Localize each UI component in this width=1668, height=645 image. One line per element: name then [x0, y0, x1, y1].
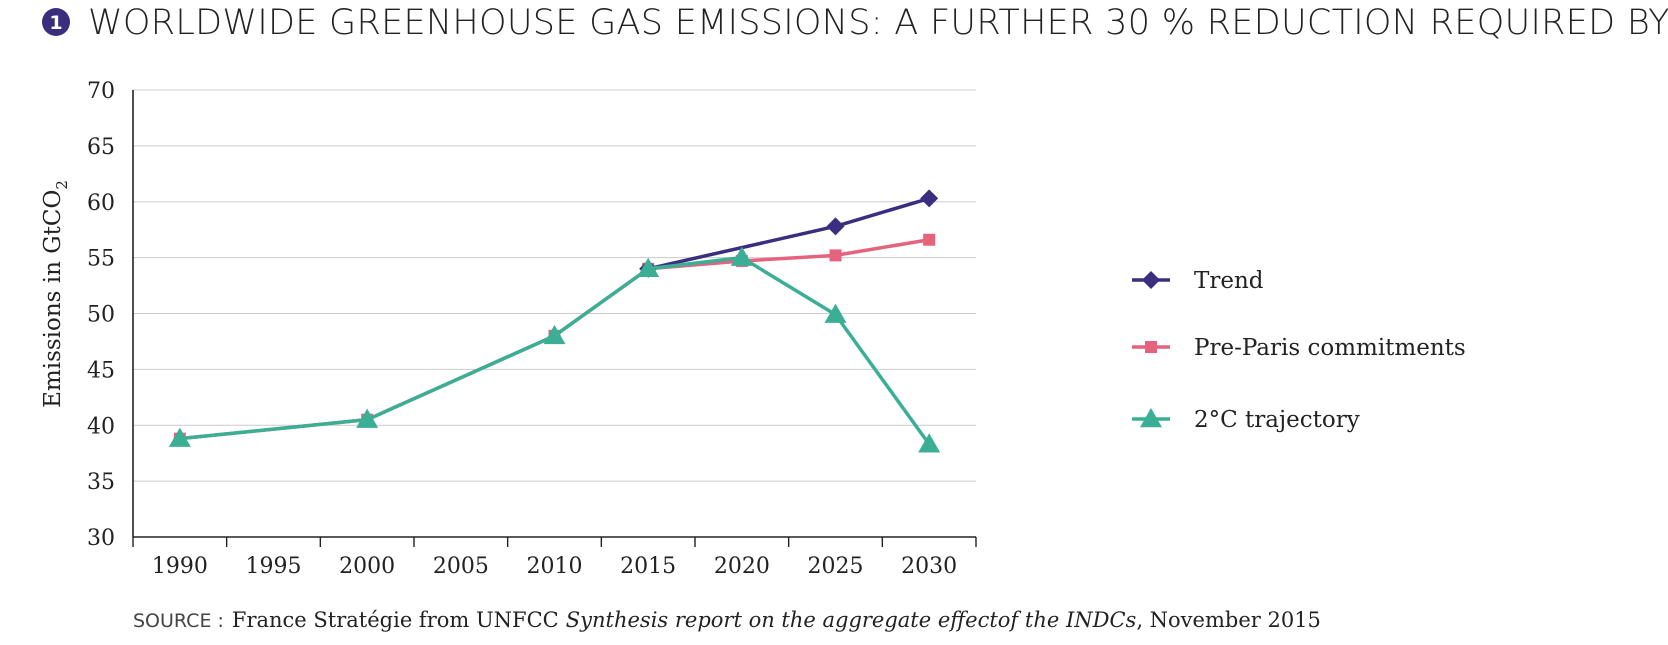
data-point-2-c-trajectory [356, 408, 379, 428]
data-point-2-c-trajectory [918, 433, 941, 453]
x-tick-label: 1990 [152, 554, 208, 579]
chart-title: WORLDWIDE GREENHOUSE GAS EMISSIONS: A FU… [88, 3, 1668, 43]
x-tick-label: 2000 [339, 554, 395, 579]
legend-label: Pre-Paris commitments [1194, 335, 1466, 361]
data-point-2-c-trajectory [637, 257, 660, 278]
y-tick-label: 60 [87, 191, 115, 216]
legend-marker [1140, 408, 1162, 428]
legend-item-pre-paris-commitments: Pre-Paris commitments [1132, 335, 1466, 361]
y-tick-label: 35 [87, 470, 115, 495]
legend-marker [1145, 341, 1157, 353]
chart-header: 1 WORLDWIDE GREENHOUSE GAS EMISSIONS: A … [42, 3, 1668, 43]
grid-lines [133, 89, 976, 482]
data-series [168, 189, 941, 453]
x-tick-label: 2030 [901, 554, 957, 579]
source-report-title: Synthesis report on the aggregate effect… [566, 608, 1137, 632]
data-point-pre-paris-commitments [829, 249, 842, 262]
source-date: , November 2015 [1136, 608, 1321, 632]
y-tick-label: 50 [87, 303, 115, 328]
data-point-2-c-trajectory [824, 303, 847, 323]
x-tick-label: 1995 [246, 554, 302, 579]
data-point-pre-paris-commitments [923, 233, 936, 246]
legend-item-2-c-trajectory: 2°C trajectory [1132, 407, 1360, 433]
figure-number: 1 [49, 12, 62, 34]
x-tick-label: 2025 [808, 554, 864, 579]
source-label: SOURCE : [133, 610, 224, 632]
y-tick-labels: 30 35 40 45 50 55 60 65 70 [87, 79, 115, 551]
legend: Trend Pre-Paris commitments 2°C trajectory [1132, 268, 1466, 433]
source-text: France Stratégie from UNFCC [232, 608, 559, 632]
axes [132, 90, 977, 547]
legend-marker [1142, 271, 1160, 289]
y-tick-label: 30 [87, 526, 115, 551]
series-2-c-trajectory [168, 246, 941, 453]
series-trend [639, 189, 939, 278]
legend-label: Trend [1194, 268, 1264, 294]
x-tick-label: 2005 [433, 554, 489, 579]
x-tick-label: 2020 [714, 554, 770, 579]
series-line-2-c-trajectory [179, 255, 931, 446]
x-tick-label: 2010 [527, 554, 583, 579]
data-point-2-c-trajectory [168, 427, 191, 447]
y-tick-label: 65 [87, 135, 115, 160]
y-tick-label: 55 [87, 247, 115, 272]
source-text-italic: Synthesis report on the aggregate effect… [566, 608, 1137, 632]
data-point-2-c-trajectory [543, 324, 566, 345]
figure-number-badge [42, 8, 70, 36]
y-tick-label: 40 [87, 414, 115, 439]
data-point-2-c-trajectory [730, 246, 753, 266]
y-tick-label: 70 [87, 79, 115, 104]
y-axis-title-main: Emissions in GtCO [40, 190, 66, 408]
legend-item-trend: Trend [1132, 268, 1264, 294]
data-point-trend [920, 189, 939, 208]
x-tick-labels: 1990 1995 2000 2005 2010 2015 2020 2025 2030 [152, 554, 957, 579]
y-tick-label: 45 [87, 358, 115, 383]
legend-label: 2°C trajectory [1194, 407, 1360, 433]
source-line: SOURCE : France Stratégie from UNFCC Synth… [133, 608, 1321, 632]
y-axis-title-subscript: 2 [53, 180, 71, 190]
data-point-trend [826, 217, 845, 236]
x-tick-label: 2015 [620, 554, 676, 579]
y-axis-title: Emissions in GtCO2 [40, 180, 71, 408]
